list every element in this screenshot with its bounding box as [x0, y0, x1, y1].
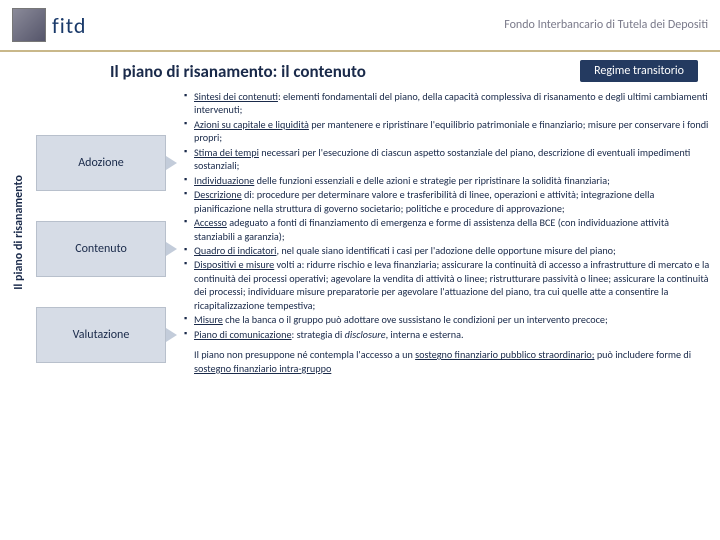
footnote-u1: sostegno finanziario pubblico straordina…: [415, 348, 594, 361]
page-title: Il piano di risanamento: il contenuto: [110, 61, 366, 82]
content-column: Sintesi dei contenuti: elementi fondamen…: [172, 90, 710, 376]
list-item: Misure che la banca o il gruppo può adot…: [184, 313, 710, 326]
header: fitd Fondo Interbancario di Tutela dei D…: [0, 0, 720, 52]
footnote-u2: sostegno finanziario intra-gruppo: [194, 362, 331, 375]
logo-text: fitd: [52, 12, 86, 39]
list-item: Azioni su capitale e liquidità per mante…: [184, 118, 710, 145]
vertical-tab: Il piano di risanamento: [8, 90, 30, 376]
boxes-column: Adozione Contenuto Valutazione: [36, 90, 166, 376]
org-name: Fondo Interbancario di Tutela dei Deposi…: [504, 18, 708, 32]
list-item: Stima dei tempi necessari per l'esecuzio…: [184, 146, 710, 173]
footnote-mid: può includere forme di: [595, 348, 692, 361]
main: Il piano di risanamento Adozione Contenu…: [0, 86, 720, 376]
building-icon: [12, 8, 46, 42]
list-item: Descrizione di: procedure per determinar…: [184, 188, 710, 215]
list-item: Accesso adeguato a fonti di finanziament…: [184, 216, 710, 243]
box-adozione: Adozione: [36, 135, 166, 191]
list-item: Sintesi dei contenuti: elementi fondamen…: [184, 90, 710, 117]
box-valutazione: Valutazione: [36, 307, 166, 363]
regime-badge: Regime transitorio: [580, 60, 698, 82]
footnote-pre: Il piano non presuppone né contempla l'a…: [194, 348, 415, 361]
list-item: Dispositivi e misure volti a: ridurre ri…: [184, 258, 710, 312]
logo-group: fitd: [12, 8, 86, 42]
footnote: Il piano non presuppone né contempla l'a…: [184, 342, 710, 376]
list-item: Piano di comunicazione: strategia di dis…: [184, 328, 710, 341]
list-item: Individuazione delle funzioni essenziali…: [184, 174, 710, 187]
list-item: Quadro di indicatori, nel quale siano id…: [184, 244, 710, 257]
box-contenuto: Contenuto: [36, 221, 166, 277]
bullet-list: Sintesi dei contenuti: elementi fondamen…: [184, 90, 710, 341]
vertical-label: Il piano di risanamento: [12, 175, 26, 290]
title-row: Il piano di risanamento: il contenuto Re…: [0, 52, 720, 86]
